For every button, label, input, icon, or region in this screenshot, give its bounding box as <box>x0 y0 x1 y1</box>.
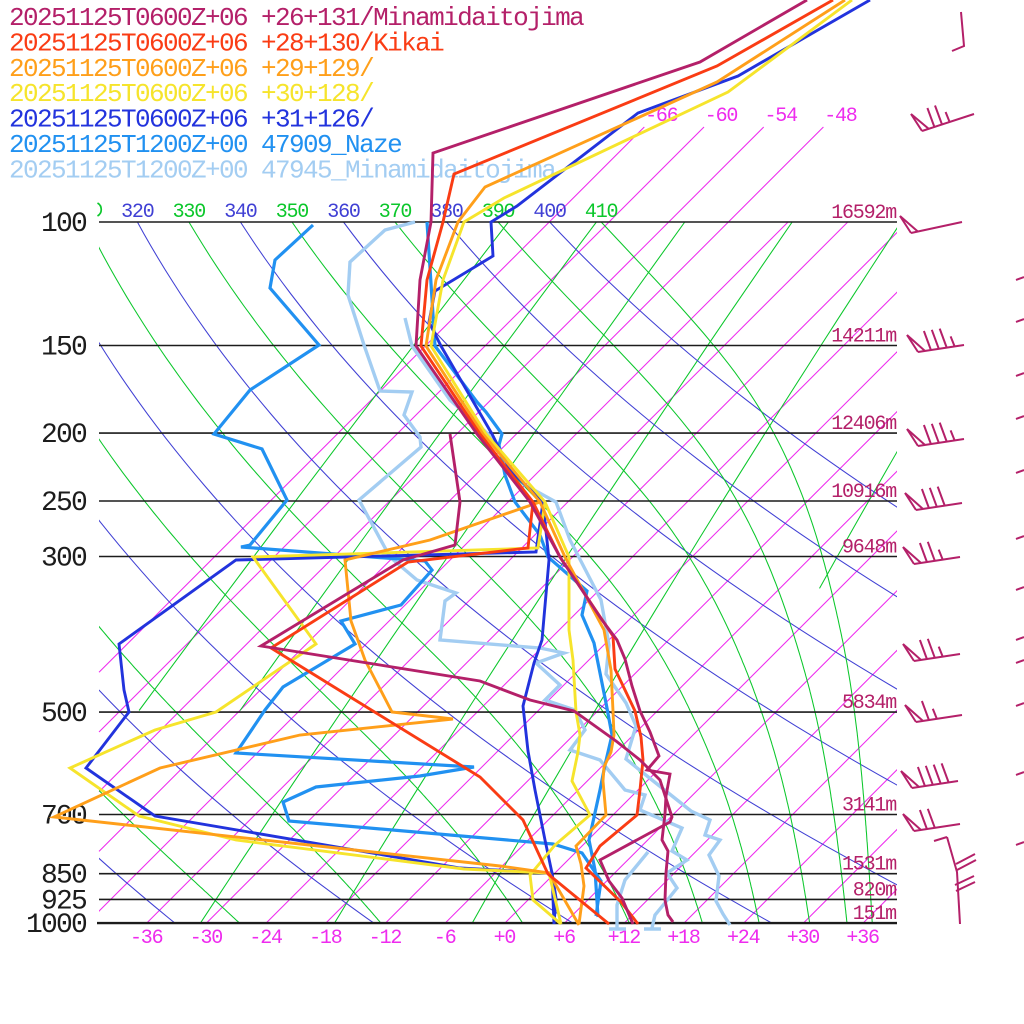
svg-text:300: 300 <box>41 544 87 575</box>
svg-text:-12: -12 <box>369 927 402 950</box>
svg-text:370: 370 <box>379 201 412 224</box>
svg-text:200: 200 <box>41 420 87 451</box>
svg-text:-30: -30 <box>190 927 223 950</box>
svg-text:5834m: 5834m <box>842 692 896 715</box>
svg-text:-54: -54 <box>764 105 797 128</box>
svg-text:340: 340 <box>224 201 257 224</box>
svg-text:20251125T0600Z+06 +28+130/Kika: 20251125T0600Z+06 +28+130/Kikai <box>9 28 444 58</box>
svg-text:14211m: 14211m <box>831 326 896 349</box>
svg-text:3141m: 3141m <box>842 795 896 818</box>
svg-text:10916m: 10916m <box>831 481 896 504</box>
svg-text:+24: +24 <box>727 927 760 950</box>
svg-text:390: 390 <box>482 201 515 224</box>
svg-text:20251125T1200Z+00 47909_Naze: 20251125T1200Z+00 47909_Naze <box>9 130 401 160</box>
svg-text:9648m: 9648m <box>842 537 896 560</box>
svg-text:20251125T0600Z+06 +26+131/Mina: 20251125T0600Z+06 +26+131/Minamidaitojim… <box>9 3 584 33</box>
svg-text:+36: +36 <box>846 927 879 950</box>
svg-text:16592m: 16592m <box>831 202 896 225</box>
svg-text:380: 380 <box>430 201 463 224</box>
svg-text:100: 100 <box>41 209 87 240</box>
svg-text:360: 360 <box>327 201 360 224</box>
svg-text:410: 410 <box>585 201 618 224</box>
svg-text:850: 850 <box>41 861 87 892</box>
svg-text:-60: -60 <box>705 105 738 128</box>
svg-text:20251125T0600Z+06 +29+129/: 20251125T0600Z+06 +29+129/ <box>9 54 374 84</box>
svg-text:+0: +0 <box>494 927 516 950</box>
svg-text:-24: -24 <box>249 927 282 950</box>
svg-text:-6: -6 <box>434 927 456 950</box>
svg-text:820m: 820m <box>853 879 896 902</box>
svg-text:151m: 151m <box>853 903 896 926</box>
svg-text:-48: -48 <box>824 105 857 128</box>
svg-text:250: 250 <box>41 488 87 519</box>
svg-text:1531m: 1531m <box>842 854 896 877</box>
svg-text:12406m: 12406m <box>831 413 896 436</box>
svg-text:20251125T0600Z+06 +31+126/: 20251125T0600Z+06 +31+126/ <box>9 105 374 135</box>
svg-text:320: 320 <box>121 201 154 224</box>
svg-text:+18: +18 <box>667 927 700 950</box>
svg-text:500: 500 <box>41 699 87 730</box>
svg-text:20251125T0600Z+06 +30+128/: 20251125T0600Z+06 +30+128/ <box>9 79 374 109</box>
svg-text:+12: +12 <box>608 927 641 950</box>
svg-text:20251125T1200Z+00 47945_Minami: 20251125T1200Z+00 47945_Minamidaitojima <box>9 155 556 185</box>
svg-text:330: 330 <box>173 201 206 224</box>
svg-text:1000: 1000 <box>26 910 87 941</box>
svg-text:+6: +6 <box>553 927 575 950</box>
svg-text:925: 925 <box>41 886 87 917</box>
svg-text:150: 150 <box>41 333 87 364</box>
svg-text:-36: -36 <box>130 927 163 950</box>
svg-text:400: 400 <box>533 201 566 224</box>
svg-text:+30: +30 <box>787 927 820 950</box>
svg-text:-18: -18 <box>309 927 342 950</box>
svg-text:350: 350 <box>276 201 309 224</box>
